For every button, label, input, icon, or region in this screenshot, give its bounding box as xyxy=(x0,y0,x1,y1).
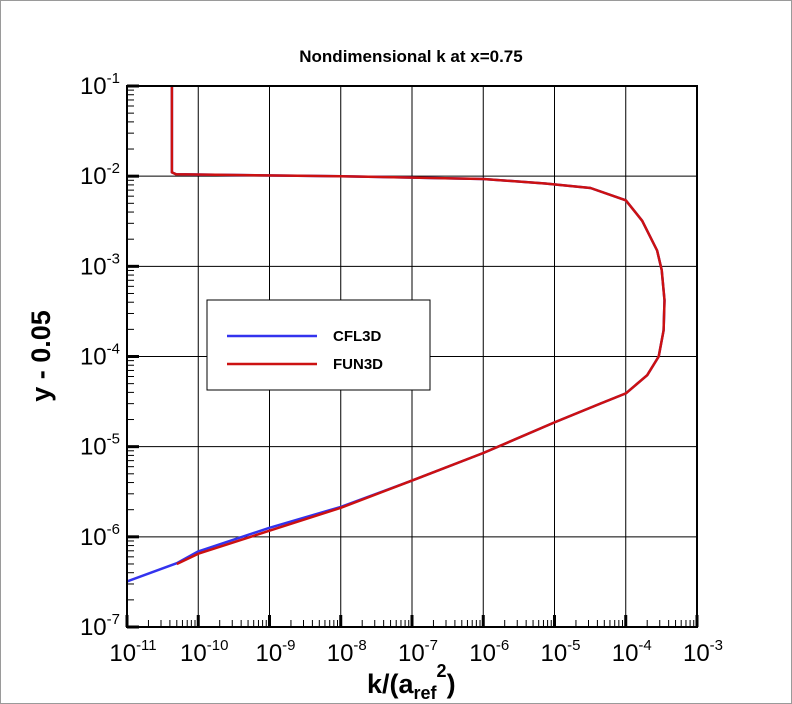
tick-labels: 10-11 10-10 10-9 10-8 10-7 10-6 10-5 10-4 10-310… xyxy=(80,70,723,667)
y-tick-label-exponent: -5 xyxy=(107,431,120,448)
legend-box xyxy=(206,299,431,391)
legend-label-fun3d: FUN3D xyxy=(333,356,383,373)
x-tick-label: 10-10 xyxy=(180,637,228,667)
x-tick-label-base: 10 xyxy=(180,640,207,667)
x-tick-label-exponent: -5 xyxy=(567,637,580,654)
x-tick-label-exponent: -4 xyxy=(638,637,651,654)
y-tick-label-exponent: -2 xyxy=(107,160,120,177)
x-axis-label-close: ) xyxy=(447,669,456,699)
x-tick-label-base: 10 xyxy=(683,640,710,667)
y-tick-label-base: 10 xyxy=(80,614,107,641)
legend-label-cfl3d: CFL3D xyxy=(333,328,382,345)
x-tick-label-base: 10 xyxy=(255,640,282,667)
x-tick-label-base: 10 xyxy=(327,640,354,667)
y-tick-label-base: 10 xyxy=(80,163,107,190)
y-tick-label-base: 10 xyxy=(80,73,107,100)
x-tick-label-base: 10 xyxy=(398,640,425,667)
x-tick-label-exponent: -9 xyxy=(282,637,295,654)
chart-title: Nondimensional k at x=0.75 xyxy=(299,47,522,66)
y-tick-label-base: 10 xyxy=(80,344,107,371)
legend: CFL3D FUN3D xyxy=(206,299,431,391)
y-tick-label-base: 10 xyxy=(80,434,107,461)
x-axis-label-sub: ref xyxy=(414,683,438,703)
x-tick-label: 10-9 xyxy=(255,637,295,667)
y-tick-label-exponent: -6 xyxy=(107,521,120,538)
x-tick-label-base: 10 xyxy=(109,640,136,667)
x-tick-label-exponent: -10 xyxy=(207,637,229,654)
x-axis-label: k/(aref2) xyxy=(367,661,456,703)
x-axis-label-sup: 2 xyxy=(437,661,447,681)
y-tick-label-exponent: -3 xyxy=(107,250,120,267)
x-axis-label-main: k/(a xyxy=(367,669,415,699)
y-tick-label: 10-7 xyxy=(80,611,120,641)
x-tick-label: 10-6 xyxy=(469,637,509,667)
x-tick-label-base: 10 xyxy=(612,640,639,667)
x-tick-label-exponent: -8 xyxy=(353,637,366,654)
y-tick-label-base: 10 xyxy=(80,524,107,551)
series-group xyxy=(126,86,666,583)
x-tick-label: 10-5 xyxy=(540,637,580,667)
x-tick-label-base: 10 xyxy=(469,640,496,667)
x-tick-label-base: 10 xyxy=(540,640,567,667)
x-tick-label: 10-11 xyxy=(109,637,156,667)
y-tick-label: 10-2 xyxy=(80,160,120,190)
x-tick-label: 10-4 xyxy=(612,637,652,667)
x-tick-label: 10-7 xyxy=(398,637,438,667)
x-tick-label-exponent: -3 xyxy=(710,637,723,654)
y-tick-label: 10-1 xyxy=(80,70,120,100)
x-tick-label-exponent: -6 xyxy=(496,637,509,654)
y-tick-label: 10-5 xyxy=(80,431,120,461)
y-tick-label-exponent: -7 xyxy=(107,611,120,628)
y-tick-label-base: 10 xyxy=(80,253,107,280)
y-axis-label: y - 0.05 xyxy=(26,310,56,402)
x-tick-label: 10-8 xyxy=(327,637,367,667)
y-tick-label: 10-6 xyxy=(80,521,120,551)
x-tick-label-exponent: -11 xyxy=(136,637,157,654)
y-tick-label: 10-3 xyxy=(80,250,120,280)
x-tick-label: 10-3 xyxy=(683,637,723,667)
ticks xyxy=(125,84,699,629)
y-tick-label-exponent: -4 xyxy=(107,341,120,358)
y-tick-label-exponent: -1 xyxy=(107,70,120,87)
x-tick-label-exponent: -7 xyxy=(425,637,438,654)
y-tick-label: 10-4 xyxy=(80,341,120,371)
series-line-fun3d xyxy=(170,86,666,566)
